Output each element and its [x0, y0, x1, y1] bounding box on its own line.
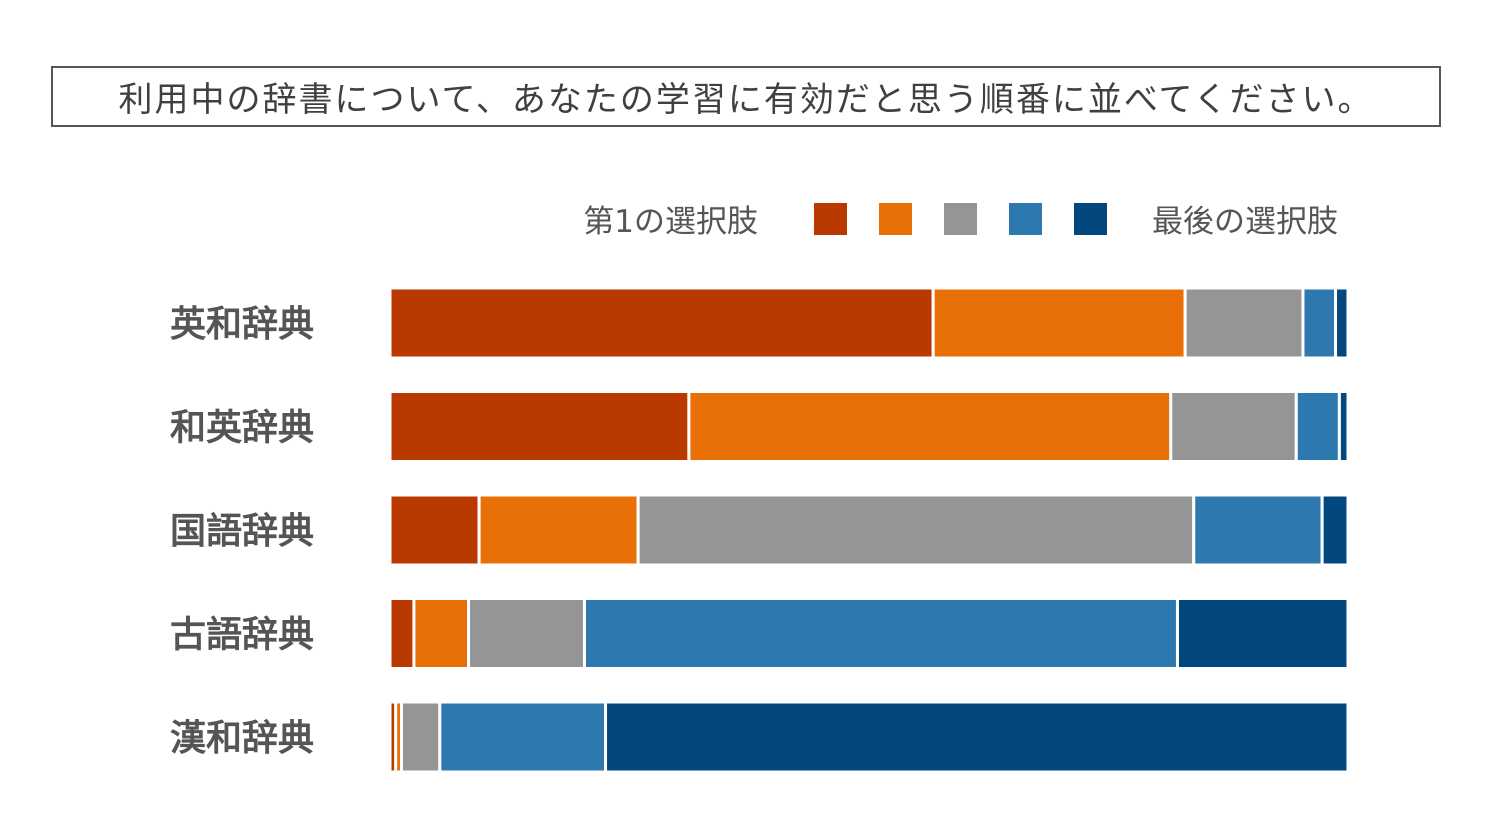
- bar-segment: [1192, 493, 1324, 567]
- bar-segment: [1334, 286, 1350, 360]
- bar-segment: [582, 597, 1179, 670]
- bar-segment: [388, 493, 481, 567]
- bar-segment: [687, 390, 1173, 463]
- bar-segment: [931, 286, 1187, 360]
- bar-segment: [399, 700, 442, 774]
- legend-start-label: 第1の選択肢: [583, 204, 758, 240]
- bar-segment: [1175, 597, 1350, 670]
- category-label: 漢和辞典: [170, 718, 314, 759]
- bar-segment: [467, 597, 586, 670]
- bar-segment: [412, 597, 471, 670]
- bar-segment: [438, 700, 608, 774]
- category-label: 和英辞典: [170, 408, 314, 449]
- chart-title: 利用中の辞書について、あなたの学習に有効だと思う順番に並べてください。: [51, 66, 1441, 127]
- bar-segment: [388, 597, 416, 670]
- legend-swatch-5: [1074, 203, 1107, 235]
- category-label: 英和辞典: [170, 304, 314, 345]
- legend-end-label: 最後の選択肢: [1152, 204, 1338, 240]
- bar-segment: [477, 493, 640, 567]
- legend-swatch-1: [814, 203, 847, 235]
- bar-segment: [388, 286, 935, 360]
- legend-swatch-4: [1009, 203, 1042, 235]
- category-label: 古語辞典: [170, 615, 314, 656]
- bar-segment: [636, 493, 1196, 567]
- legend: 第1の選択肢 最後の選択肢: [583, 203, 1338, 240]
- bar-segment: [1169, 390, 1298, 463]
- bar-segment: [1320, 493, 1350, 567]
- legend-swatch-2: [879, 203, 912, 235]
- bar-segment: [388, 390, 691, 463]
- bar-segment: [1294, 390, 1341, 463]
- legend-swatch-3: [944, 203, 977, 235]
- bar-segment: [1301, 286, 1338, 360]
- category-label: 国語辞典: [170, 511, 314, 552]
- bar-segment: [1337, 390, 1350, 463]
- bar-segment: [1183, 286, 1305, 360]
- bar-segment: [604, 700, 1350, 774]
